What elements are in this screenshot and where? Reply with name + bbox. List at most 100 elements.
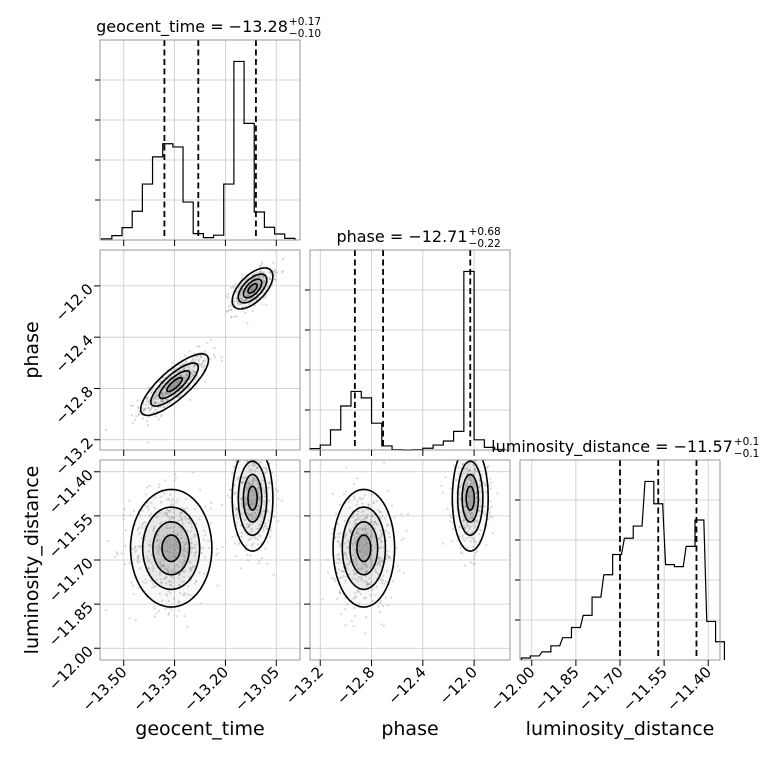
scatter-point (256, 466, 259, 469)
scatter-point (193, 543, 197, 547)
scatter-point (321, 598, 324, 601)
scatter-point (177, 380, 180, 383)
scatter-point (174, 473, 177, 476)
scatter-point (361, 562, 364, 566)
scatter-point (351, 577, 354, 580)
scatter-point (183, 366, 187, 369)
scatter-point (139, 567, 142, 570)
scatter-point (168, 551, 171, 554)
scatter-point (466, 547, 469, 550)
scatter-point (187, 585, 190, 588)
scatter-point (334, 536, 337, 539)
scatter-point (253, 494, 256, 497)
scatter-point (463, 488, 466, 491)
scatter-point (252, 477, 255, 480)
scatter-point (355, 522, 358, 525)
scatter-point (160, 392, 164, 395)
scatter-point (154, 401, 157, 404)
scatter-point (368, 535, 371, 538)
scatter-point (161, 390, 164, 394)
scatter-point (136, 555, 139, 558)
scatter-point (365, 516, 368, 520)
scatter-point (257, 275, 261, 278)
scatter-point (244, 305, 247, 308)
scatter-point (254, 276, 257, 279)
x-axis-label-phase: phase (381, 718, 438, 740)
scatter-point (145, 420, 149, 423)
scatter-point (162, 395, 165, 398)
scatter-point (465, 467, 468, 470)
scatter-point (159, 563, 162, 566)
scatter-point (189, 520, 192, 523)
scatter-point (339, 613, 342, 616)
scatter-point (471, 497, 474, 500)
scatter-point (344, 608, 347, 611)
scatter-point (255, 293, 258, 296)
scatter-point (473, 539, 476, 543)
scatter-point (476, 451, 478, 453)
scatter-point (326, 558, 330, 561)
scatter-point (144, 581, 147, 584)
scatter-point (250, 502, 254, 505)
scatter-point (387, 531, 390, 535)
scatter-point (244, 290, 247, 294)
scatter-point (467, 511, 470, 514)
scatter-point (190, 375, 193, 378)
scatter-point (347, 541, 350, 544)
scatter-point (355, 595, 358, 598)
contour-line (349, 520, 379, 576)
scatter-point (239, 567, 242, 570)
scatter-point (181, 570, 184, 573)
scatter-point (244, 298, 247, 301)
scatter-point (238, 302, 242, 305)
scatter-point (173, 555, 176, 558)
scatter-point (167, 612, 171, 615)
scatter-point (142, 409, 145, 412)
scatter-point (198, 571, 201, 574)
scatter-point (366, 527, 369, 530)
scatter-point (337, 536, 340, 539)
scatter-point (151, 586, 154, 589)
scatter-point (485, 543, 488, 546)
scatter-point (267, 481, 270, 484)
scatter-point (246, 483, 249, 486)
scatter-point (174, 384, 177, 387)
scatter-point (244, 456, 246, 458)
scatter-point (115, 551, 118, 554)
scatter-point (354, 555, 357, 558)
panel-frame (99, 249, 301, 451)
scatter-point (138, 514, 141, 517)
scatter-point (246, 482, 249, 485)
scatter-point (253, 502, 256, 505)
scatter-point (370, 554, 373, 557)
scatter-point (162, 535, 165, 538)
scatter-point (191, 565, 194, 568)
scatter-point (166, 570, 169, 573)
scatter-point (190, 522, 193, 525)
scatter-point (166, 404, 169, 407)
scatter-point (242, 480, 245, 484)
panel-frame (99, 39, 301, 241)
scatter-point (167, 498, 170, 501)
scatter-point (247, 525, 250, 528)
scatter-point (147, 560, 150, 563)
scatter-point (482, 510, 485, 514)
scatter-point (348, 573, 351, 576)
scatter-point (160, 392, 163, 395)
title-minus: −0.10 (289, 28, 321, 40)
scatter-point (128, 617, 131, 620)
scatter-point (479, 528, 482, 532)
scatter-point (248, 297, 251, 300)
scatter-point (365, 583, 368, 587)
scatter-point (257, 504, 260, 507)
scatter-point (180, 519, 183, 522)
scatter-point (372, 500, 375, 504)
y-tick-label: −11.55 (45, 510, 97, 562)
scatter-point (249, 483, 252, 487)
scatter-point (180, 549, 184, 552)
scatter-point (124, 545, 127, 548)
scatter-point (167, 539, 170, 542)
scatter-point (265, 467, 268, 470)
scatter-point (352, 537, 355, 541)
scatter-point (166, 570, 169, 573)
